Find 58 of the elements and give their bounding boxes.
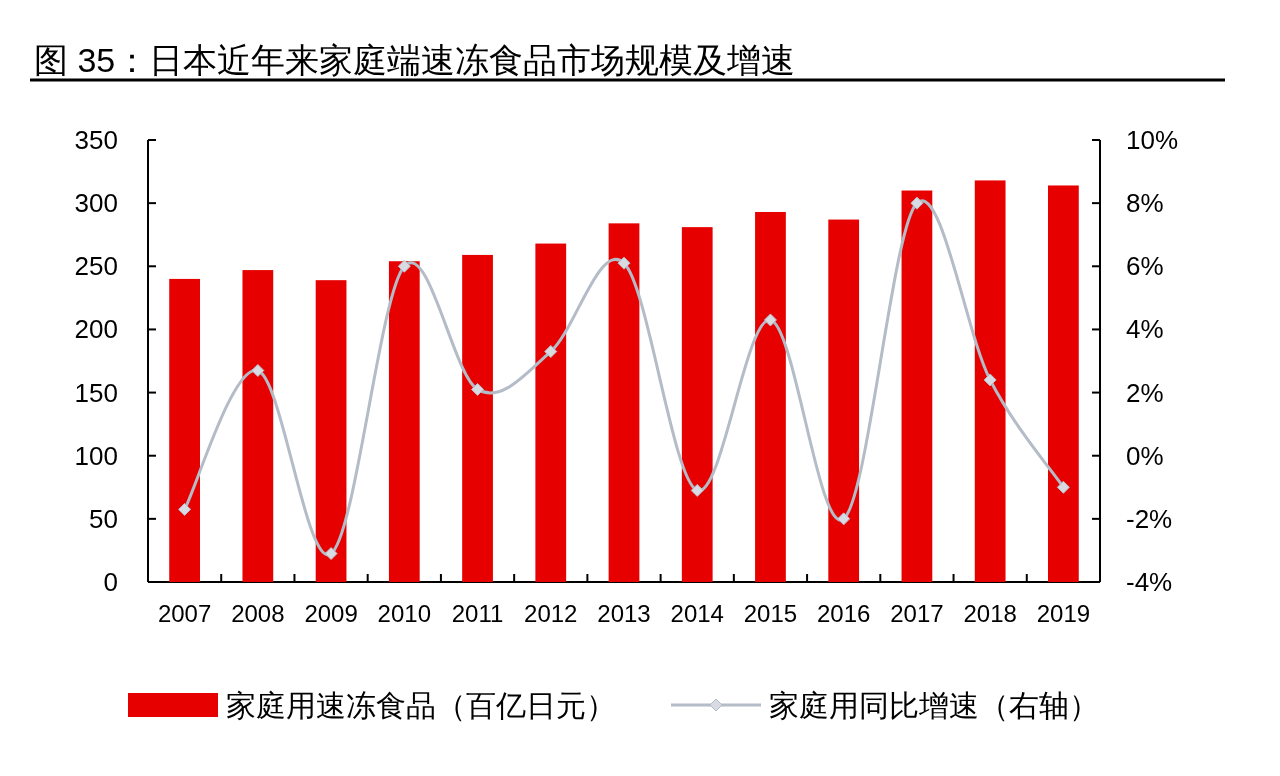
legend-label: 家庭用同比增速（右轴） (769, 689, 1099, 722)
bar (755, 211, 786, 582)
bar (828, 219, 860, 582)
point (910, 196, 924, 210)
bar (901, 190, 933, 582)
point (983, 373, 997, 387)
bar (535, 243, 567, 582)
y2-tick-label: 6% (1126, 251, 1164, 282)
point (251, 363, 265, 377)
y-tick-label: 100 (74, 440, 118, 471)
x-tick-label: 2014 (670, 600, 724, 627)
bar (1048, 185, 1079, 582)
point (837, 512, 851, 526)
legend-label: 家庭用速冻食品（百亿日元） (226, 689, 616, 722)
y2-tick-label: -2% (1126, 503, 1173, 534)
bar (242, 270, 274, 582)
x-tick-label: 2009 (304, 600, 358, 627)
x-tick-label: 2010 (377, 600, 431, 627)
x-tick-label: 2007 (157, 600, 212, 627)
point (324, 547, 338, 561)
x-tick-label: 2015 (743, 600, 798, 627)
x-tick-label: 2011 (451, 600, 504, 627)
point (1056, 480, 1070, 494)
y2-tick-label: -4% (1126, 567, 1173, 597)
point (397, 259, 411, 273)
y-tick-label: 50 (89, 503, 118, 534)
bar (462, 254, 493, 582)
point (544, 345, 558, 359)
y2-tick-label: 8% (1126, 188, 1164, 219)
x-tick-label: 2018 (963, 600, 1017, 627)
y2-tick-label: 4% (1126, 314, 1164, 345)
y-tick-label: 0 (103, 567, 118, 597)
y-tick-label: 200 (74, 314, 118, 345)
x-tick-label: 2013 (597, 600, 651, 627)
bar (974, 180, 1006, 582)
y2-tick-label: 2% (1126, 377, 1164, 408)
chart-title: 图 35：日本近年来家庭端速冻食品市场规模及增速 (34, 41, 796, 79)
bar (608, 223, 640, 582)
y-tick-label: 150 (74, 377, 118, 408)
point (178, 502, 192, 516)
y-tick-label: 250 (74, 251, 118, 282)
bar (388, 261, 420, 582)
bar (169, 278, 200, 582)
point (471, 382, 485, 396)
x-tick-label: 2016 (817, 600, 871, 627)
y-tick-label: 350 (74, 125, 118, 155)
point (763, 313, 777, 327)
x-tick-label: 2017 (890, 600, 944, 627)
y2-tick-label: 0% (1126, 440, 1164, 471)
x-tick-label: 2012 (524, 600, 578, 627)
x-tick-label: 2019 (1036, 600, 1091, 627)
bar (681, 227, 713, 582)
y-tick-label: 300 (74, 188, 118, 219)
x-tick-label: 2008 (231, 600, 285, 627)
y2-tick-label: 10% (1126, 125, 1179, 155)
point (690, 483, 704, 497)
bar (315, 280, 347, 582)
point (617, 256, 631, 270)
